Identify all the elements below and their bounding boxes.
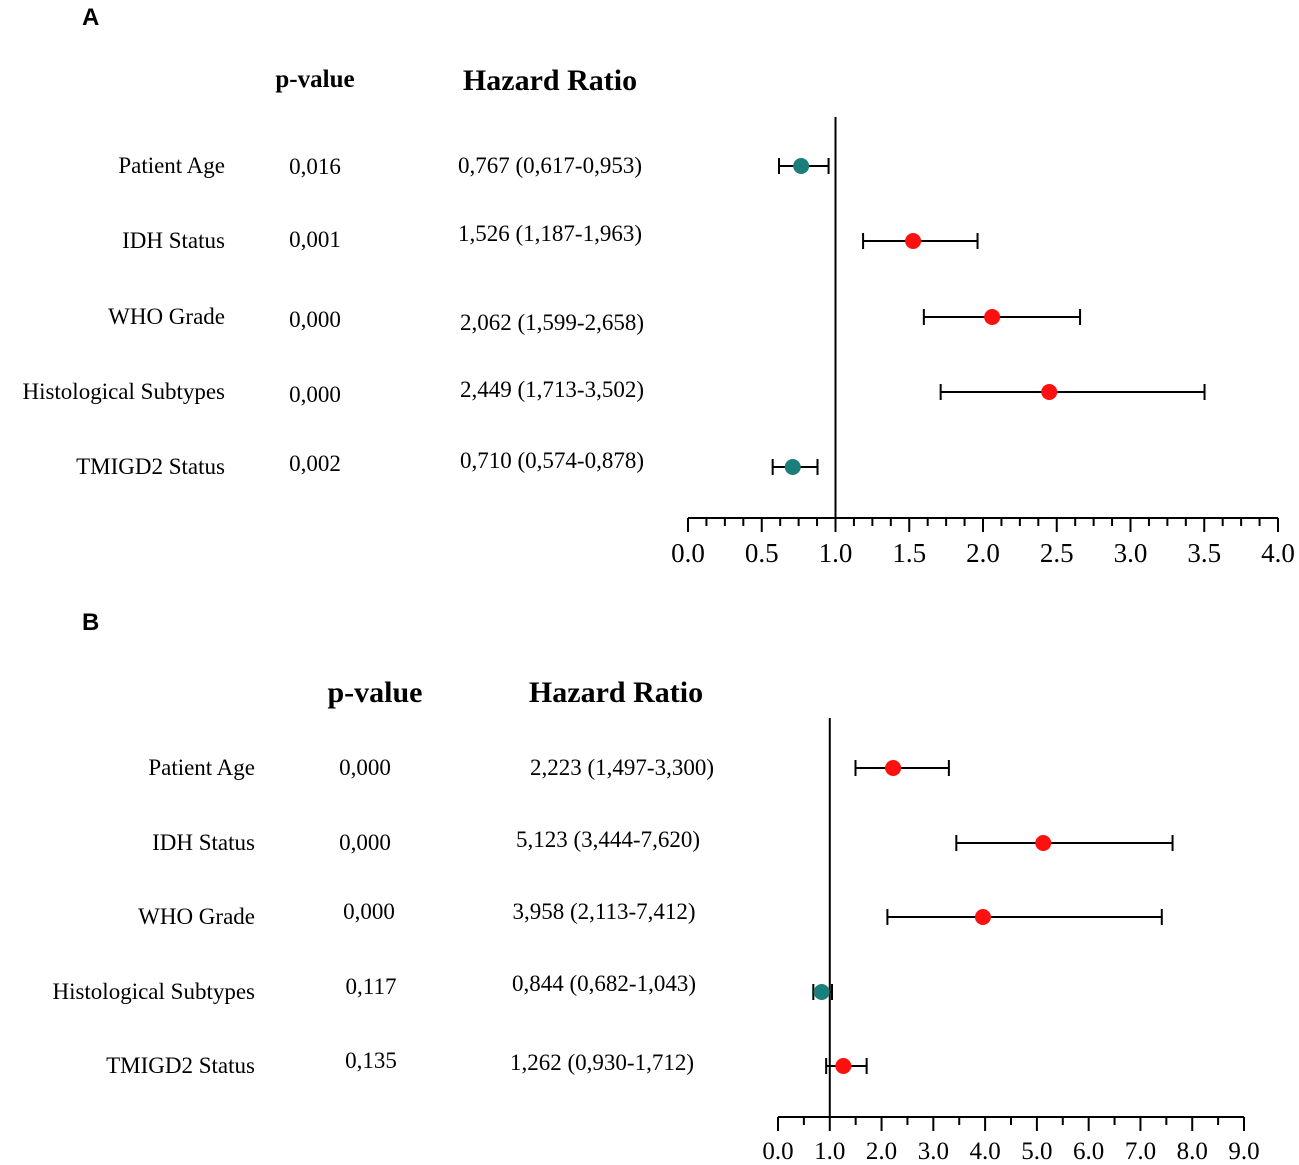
panel-a-tick-label: 1.5 bbox=[892, 538, 926, 568]
panel-a-hr-point bbox=[784, 459, 801, 475]
panel-a-hr-header: Hazard Ratio bbox=[462, 64, 638, 97]
panel-a-row-hr-text: 1,526 (1,187-1,963) bbox=[458, 221, 642, 246]
panel-a-row-hr-text: 2,062 (1,599-2,658) bbox=[460, 310, 644, 335]
panel-b-hr-point bbox=[974, 909, 991, 925]
panel-b-row-pvalue: 0,135 bbox=[345, 1048, 397, 1073]
panel-a-label: A bbox=[82, 4, 100, 31]
panel-b-row-pvalue: 0,000 bbox=[339, 830, 391, 855]
panel-b-tick-label: 4.0 bbox=[969, 1138, 1000, 1165]
panel-b-tick-label: 2.0 bbox=[866, 1138, 897, 1165]
panel-b-tick-label: 7.0 bbox=[1125, 1138, 1156, 1165]
panel-a-row-label: Patient Age bbox=[118, 153, 225, 178]
panel-b-tick-label: 0.0 bbox=[762, 1138, 793, 1165]
panel-b-tick-label: 9.0 bbox=[1228, 1138, 1259, 1165]
panel-b-row-hr-text: 2,223 (1,497-3,300) bbox=[530, 755, 714, 780]
panel-a-row-pvalue: 0,000 bbox=[289, 382, 341, 407]
panel-a-row-label: IDH Status bbox=[122, 228, 225, 253]
panel-a-row-label: Histological Subtypes bbox=[22, 379, 225, 404]
panel-a-row-hr-text: 0,710 (0,574-0,878) bbox=[460, 448, 644, 473]
panel-b-hr-point bbox=[885, 760, 902, 776]
panel-a-tick-label: 0.0 bbox=[671, 538, 705, 568]
panel-a-row-label: TMIGD2 Status bbox=[76, 454, 225, 479]
panel-a-tick-label: 3.0 bbox=[1114, 538, 1148, 568]
panel-a-tick-label: 3.5 bbox=[1187, 538, 1221, 568]
panel-a-row-hr-text: 2,449 (1,713-3,502) bbox=[460, 377, 644, 402]
panel-b-row-hr-text: 5,123 (3,444-7,620) bbox=[516, 827, 700, 852]
panel-b-row-hr-text: 3,958 (2,113-7,412) bbox=[512, 899, 696, 924]
panel-b-hr-point bbox=[813, 984, 830, 1000]
panel-b-hr-header: Hazard Ratio bbox=[528, 676, 704, 709]
panel-a-tick-label: 2.5 bbox=[1040, 538, 1074, 568]
panel-b-tick-label: 6.0 bbox=[1073, 1138, 1104, 1165]
panel-a-row-pvalue: 0,002 bbox=[289, 451, 341, 476]
panel-b-row-label: Patient Age bbox=[148, 755, 255, 780]
panel-b-tick-label: 5.0 bbox=[1021, 1138, 1052, 1165]
panel-a-tick-label: 0.5 bbox=[745, 538, 779, 568]
panel-b-row-label: TMIGD2 Status bbox=[106, 1053, 255, 1078]
panel-a-hr-point bbox=[1041, 384, 1058, 400]
panel-a-pvalue-header: p-value bbox=[275, 66, 355, 93]
panel-a-row-hr-text: 0,767 (0,617-0,953) bbox=[458, 153, 642, 178]
panel-b-row-label: WHO Grade bbox=[138, 904, 255, 929]
panel-b-row-pvalue: 0,000 bbox=[343, 899, 395, 924]
panel-b-hr-point bbox=[1035, 835, 1052, 851]
panel-b-pvalue-header: p-value bbox=[327, 676, 423, 709]
panel-a-row-pvalue: 0,001 bbox=[289, 227, 341, 252]
panel-b-row-label: IDH Status bbox=[152, 830, 255, 855]
panel-a-tick-label: 2.0 bbox=[966, 538, 1000, 568]
panel-a-tick-label: 1.0 bbox=[819, 538, 853, 568]
panel-b-row-pvalue: 0,000 bbox=[339, 755, 391, 780]
panel-a-hr-point bbox=[984, 309, 1001, 325]
panel-a-hr-point bbox=[793, 158, 810, 174]
panel-b-row-hr-text: 1,262 (0,930-1,712) bbox=[510, 1050, 694, 1075]
panel-a-tick-label: 4.0 bbox=[1261, 538, 1295, 568]
panel-a-row-pvalue: 0,016 bbox=[289, 154, 341, 179]
panel-b-tick-label: 1.0 bbox=[814, 1138, 845, 1165]
panel-b-tick-label: 8.0 bbox=[1177, 1138, 1208, 1165]
panel-b-hr-point bbox=[835, 1058, 852, 1074]
panel-a-row-label: WHO Grade bbox=[108, 304, 225, 329]
panel-a-row-pvalue: 0,000 bbox=[289, 307, 341, 332]
panel-b-tick-label: 3.0 bbox=[918, 1138, 949, 1165]
panel-b-row-label: Histological Subtypes bbox=[52, 979, 255, 1004]
panel-b-row-hr-text: 0,844 (0,682-1,043) bbox=[512, 971, 696, 996]
panel-b-row-pvalue: 0,117 bbox=[345, 974, 397, 999]
panel-b-label: B bbox=[82, 609, 100, 636]
panel-a-hr-point bbox=[905, 233, 922, 249]
